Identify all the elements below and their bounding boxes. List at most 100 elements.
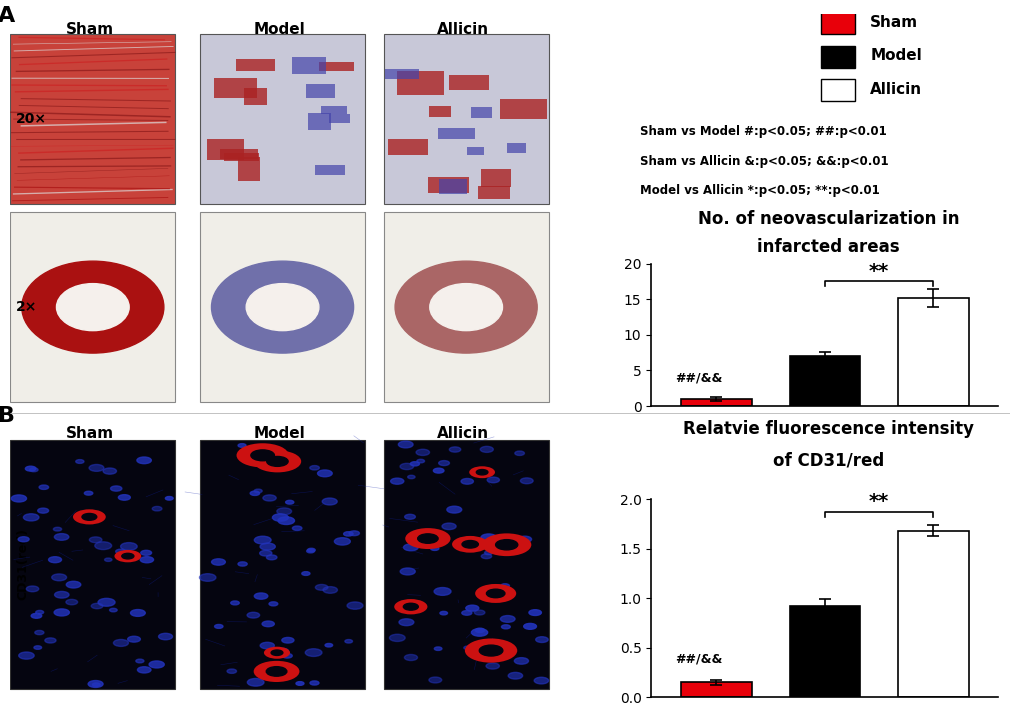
- Text: Sham: Sham: [65, 426, 114, 440]
- Circle shape: [266, 667, 286, 676]
- Circle shape: [66, 581, 81, 588]
- Circle shape: [430, 547, 438, 551]
- Circle shape: [137, 457, 151, 464]
- Circle shape: [25, 466, 36, 471]
- Circle shape: [535, 637, 547, 643]
- Circle shape: [266, 555, 277, 560]
- Circle shape: [52, 574, 66, 580]
- Text: Relatvie fluorescence intensity: Relatvie fluorescence intensity: [683, 420, 973, 438]
- Circle shape: [518, 536, 531, 542]
- Circle shape: [307, 549, 315, 552]
- Circle shape: [267, 457, 287, 467]
- Circle shape: [23, 514, 39, 521]
- Circle shape: [98, 598, 115, 606]
- Circle shape: [520, 478, 533, 484]
- Circle shape: [277, 648, 288, 653]
- Bar: [467, 147, 484, 156]
- Circle shape: [152, 506, 162, 511]
- Text: CD31(red): CD31(red): [16, 528, 29, 600]
- Circle shape: [21, 261, 164, 353]
- Bar: [481, 170, 511, 187]
- Text: Sham vs Model #:p<0.05; ##:p<0.01: Sham vs Model #:p<0.05; ##:p<0.01: [639, 125, 886, 138]
- Text: A: A: [0, 6, 15, 26]
- Circle shape: [118, 495, 130, 500]
- Circle shape: [281, 638, 293, 643]
- Bar: [220, 149, 258, 158]
- Circle shape: [344, 640, 353, 643]
- Circle shape: [237, 562, 247, 566]
- Circle shape: [267, 457, 276, 462]
- Circle shape: [251, 450, 274, 461]
- Circle shape: [480, 446, 493, 452]
- Circle shape: [482, 533, 531, 556]
- Text: Allicin: Allicin: [436, 22, 489, 37]
- Circle shape: [254, 593, 268, 600]
- Text: Model: Model: [254, 426, 305, 440]
- Circle shape: [18, 537, 30, 542]
- Bar: [438, 129, 474, 139]
- Circle shape: [405, 528, 450, 549]
- Circle shape: [246, 284, 319, 331]
- Circle shape: [317, 470, 332, 477]
- Circle shape: [348, 531, 359, 536]
- Bar: [207, 139, 244, 160]
- Circle shape: [121, 554, 133, 559]
- Circle shape: [494, 648, 505, 653]
- Circle shape: [263, 495, 276, 501]
- Circle shape: [514, 658, 528, 664]
- Circle shape: [88, 681, 103, 687]
- Circle shape: [260, 642, 274, 649]
- Bar: [328, 114, 350, 123]
- Circle shape: [214, 624, 223, 629]
- Circle shape: [476, 469, 487, 475]
- Bar: [315, 165, 345, 175]
- Bar: [235, 59, 274, 71]
- Bar: [396, 71, 444, 95]
- Circle shape: [439, 612, 447, 615]
- Circle shape: [53, 527, 61, 531]
- Bar: [200, 212, 365, 402]
- Circle shape: [264, 647, 289, 659]
- Bar: [448, 75, 488, 90]
- Circle shape: [115, 549, 125, 554]
- Text: Sham: Sham: [869, 15, 917, 30]
- Circle shape: [515, 451, 524, 455]
- Circle shape: [481, 554, 491, 559]
- Circle shape: [487, 477, 499, 483]
- Circle shape: [471, 629, 487, 636]
- Text: Model: Model: [254, 22, 305, 37]
- Bar: [200, 440, 365, 689]
- Circle shape: [253, 445, 263, 449]
- Circle shape: [114, 550, 141, 562]
- Circle shape: [398, 441, 413, 448]
- Circle shape: [428, 677, 441, 683]
- Circle shape: [334, 538, 350, 545]
- Bar: [438, 180, 467, 194]
- Circle shape: [310, 465, 319, 470]
- Circle shape: [138, 667, 151, 673]
- Circle shape: [82, 513, 97, 520]
- Bar: [291, 57, 326, 74]
- Text: Sham: Sham: [65, 22, 114, 37]
- Circle shape: [469, 466, 494, 478]
- Bar: [383, 212, 548, 402]
- Circle shape: [11, 495, 26, 502]
- Circle shape: [38, 508, 49, 513]
- Circle shape: [495, 539, 518, 550]
- Circle shape: [149, 661, 164, 668]
- Circle shape: [103, 468, 116, 474]
- Circle shape: [393, 599, 427, 614]
- Bar: [10, 440, 175, 689]
- Circle shape: [54, 592, 69, 598]
- Circle shape: [474, 610, 484, 615]
- Circle shape: [254, 489, 262, 493]
- Circle shape: [105, 558, 112, 561]
- Circle shape: [410, 462, 419, 466]
- Text: No. of neovascularization in: No. of neovascularization in: [697, 210, 959, 228]
- Circle shape: [296, 682, 304, 685]
- Circle shape: [90, 537, 102, 543]
- Bar: [429, 106, 450, 117]
- Circle shape: [254, 661, 300, 682]
- Bar: [237, 157, 260, 180]
- Circle shape: [481, 534, 496, 541]
